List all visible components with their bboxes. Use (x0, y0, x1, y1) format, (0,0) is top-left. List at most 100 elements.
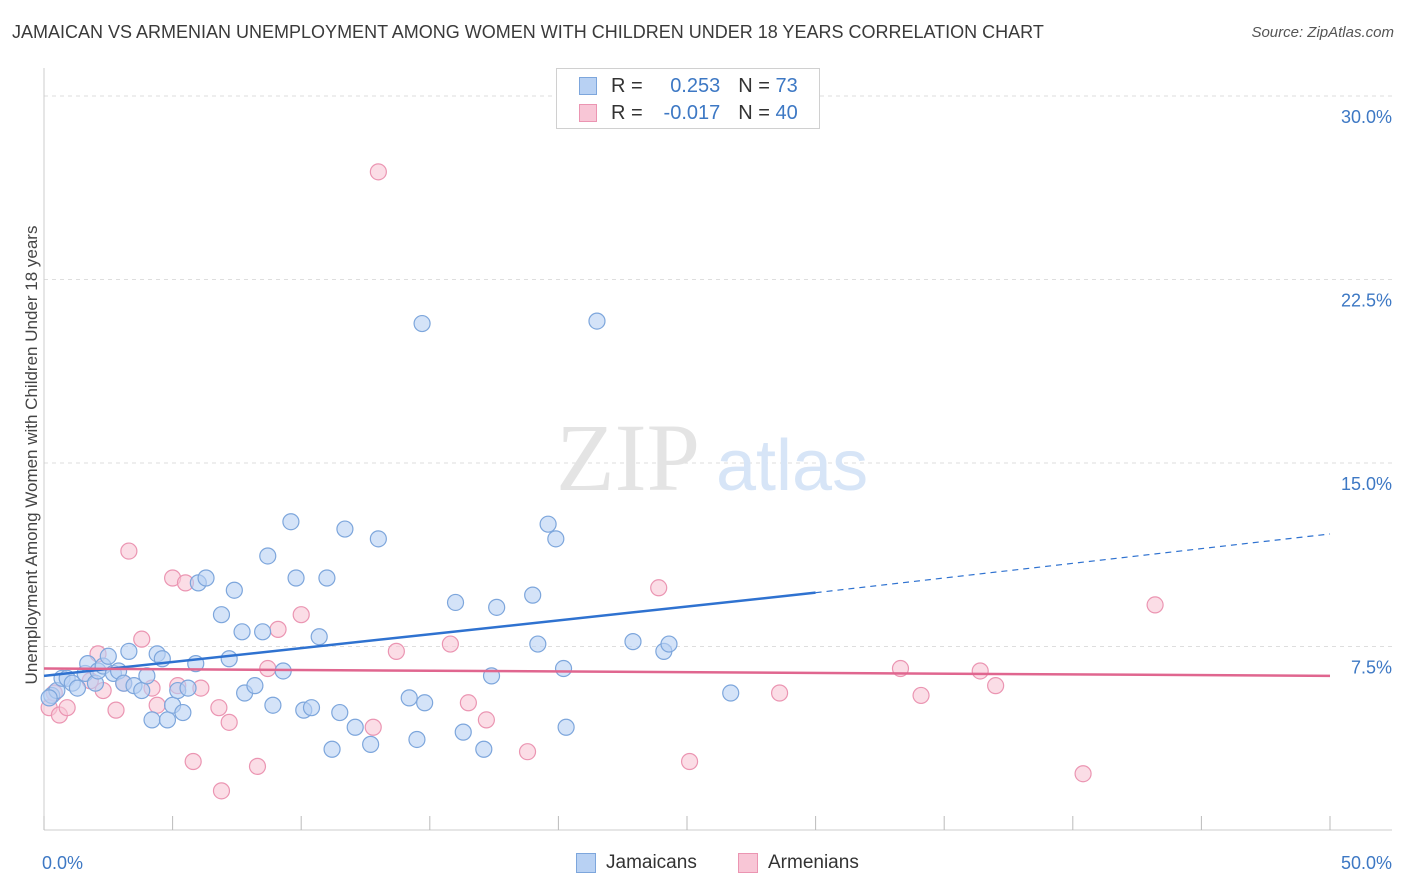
armenians-point (518, 743, 537, 761)
jamaicans-point (369, 530, 387, 548)
armenians-point (133, 630, 151, 648)
y-axis-label: Unemployment Among Women with Children U… (22, 226, 41, 685)
jamaicans-point (331, 703, 349, 722)
jamaicans-point (323, 740, 341, 758)
armenians-point (477, 711, 495, 729)
jamaicans-legend-swatch (576, 853, 596, 873)
jamaicans-point (475, 740, 493, 758)
armenians-point (650, 579, 668, 597)
legend-r-value: -0.017 (663, 101, 721, 124)
jamaicans-point (529, 635, 547, 653)
jamaicans-point (212, 606, 231, 624)
jamaicans-points (40, 312, 740, 758)
jamaicans-point (346, 718, 364, 736)
armenians-point (770, 684, 789, 702)
jamaicans-point (40, 689, 58, 707)
jamaicans-point (588, 312, 606, 330)
jamaicans-point (264, 696, 282, 714)
legend-row-jamaicans: R = 0.253 N = 73 (579, 73, 798, 99)
watermark: ZIP atlas (556, 404, 868, 511)
armenians-trend-line (43, 667, 1331, 678)
stats-legend: R = 0.253 N = 73 R = -0.017 N = 40 (556, 68, 820, 129)
tick-labels: 7.5% 15.0% 22.5% 30.0% 0.0% 50.0% (42, 107, 1392, 873)
y-tick-label: 7.5% (1351, 658, 1392, 678)
jamaicans-point (233, 623, 251, 641)
armenians-point (220, 713, 238, 731)
jamaicans-point (99, 647, 117, 665)
jamaicans-point (143, 711, 161, 729)
jamaicans-point (362, 735, 380, 753)
jamaicans-point (259, 547, 277, 565)
jamaicans-point (547, 530, 565, 548)
jamaicans-trend-line (43, 591, 816, 678)
jamaicans-point (197, 569, 215, 587)
jamaicans-point (557, 718, 575, 736)
bottom-legend-armenians: Armenians (738, 852, 859, 874)
jamaicans-point (318, 569, 336, 587)
jamaicans-trend-extension (815, 533, 1331, 594)
jamaicans-point (179, 679, 197, 697)
jamaicans-point (660, 635, 678, 653)
armenians-legend-swatch (738, 853, 758, 873)
jamaicans-point (225, 581, 243, 599)
armenians-point (387, 642, 405, 660)
jamaicans-point (158, 711, 177, 729)
jamaicans-point (282, 513, 300, 531)
legend-n-label: N = (738, 74, 770, 97)
legend-row-armenians: R = -0.017 N = 40 (579, 100, 798, 126)
armenians-point (107, 701, 125, 719)
jamaicans-point (174, 703, 192, 722)
jamaicans-point (336, 520, 354, 538)
armenians-point (269, 620, 287, 638)
trend-lines (43, 533, 1331, 678)
legend-r-label: R = (611, 74, 643, 97)
x-tick-label: 50.0% (1341, 853, 1392, 873)
armenians-point (210, 699, 228, 717)
jamaicans-point (454, 723, 472, 741)
jamaicans-point (220, 650, 238, 668)
legend-n-value: 40 (775, 101, 798, 124)
y-tick-label: 22.5% (1341, 291, 1392, 311)
armenians-point (120, 542, 138, 560)
jamaicans-point (446, 593, 465, 612)
jamaicans-point (400, 689, 418, 707)
jamaicans-swatch (579, 77, 597, 95)
x-tick-label: 0.0% (42, 853, 83, 873)
armenians-point (912, 686, 930, 705)
armenians-point (184, 752, 202, 771)
chart-title: JAMAICAN VS ARMENIAN UNEMPLOYMENT AMONG … (12, 22, 1044, 42)
jamaicans-point (624, 633, 642, 651)
jamaicans-point (554, 659, 573, 678)
armenians-point (212, 782, 231, 800)
y-tick-label: 15.0% (1341, 474, 1392, 494)
legend-n-label: N = (738, 101, 770, 124)
jamaicans-point (133, 681, 151, 700)
armenians-point (58, 699, 76, 717)
bottom-legend-jamaicans: Jamaicans (576, 852, 697, 874)
armenians-point (248, 757, 267, 775)
jamaicans-point (246, 677, 264, 695)
jamaicans-point (287, 569, 305, 587)
jamaicans-point (120, 642, 138, 660)
legend-n-value: 73 (775, 74, 798, 97)
jamaicans-point (539, 515, 557, 533)
armenians-point (1146, 596, 1164, 614)
jamaicans-point (722, 684, 740, 702)
jamaicans-point (310, 628, 328, 646)
watermark-zip: ZIP (556, 404, 700, 511)
armenians-point (148, 696, 166, 714)
armenians-point (364, 718, 382, 736)
jamaicans-point (413, 314, 431, 333)
armenians-point (441, 635, 459, 653)
watermark-atlas: atlas (716, 426, 868, 506)
armenians-point (987, 677, 1005, 695)
jamaicans-point (416, 694, 434, 712)
jamaicans-point (254, 623, 272, 641)
armenians-legend-label: Armenians (768, 852, 859, 873)
armenians-point (680, 752, 699, 771)
jamaicans-legend-label: Jamaicans (606, 852, 697, 873)
jamaicans-point (408, 730, 426, 749)
jamaicans-point (302, 699, 321, 717)
armenians-swatch (579, 104, 597, 122)
